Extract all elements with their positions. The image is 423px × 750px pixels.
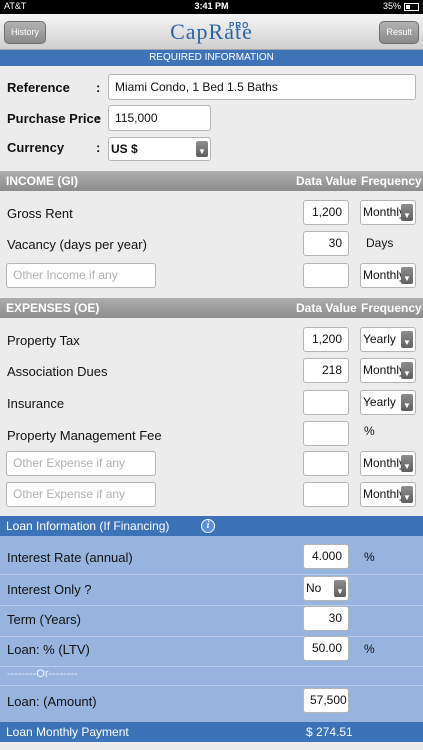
- loan-section: [0, 536, 423, 722]
- association-dues-frequency-value: Monthly: [363, 363, 406, 377]
- logo-text: CapRate: [170, 19, 253, 44]
- ltv-unit: %: [364, 642, 375, 656]
- app-logo: CapRate PRO: [0, 19, 423, 45]
- association-dues-frequency-select[interactable]: Monthly ▼: [360, 358, 416, 383]
- carrier-label: AT&T: [4, 1, 27, 11]
- gross-rent-frequency-select[interactable]: Monthly ▼: [360, 200, 416, 225]
- insurance-input[interactable]: [303, 390, 349, 415]
- association-dues-input[interactable]: 218: [303, 358, 349, 383]
- logo-pro-badge: PRO: [229, 21, 250, 30]
- expenses-section-header: EXPENSES (OE) Data Value Frequency: [0, 298, 423, 318]
- income-col-value: Data Value: [296, 174, 357, 188]
- vacancy-input[interactable]: 30: [303, 231, 349, 256]
- interest-rate-unit: %: [364, 550, 375, 564]
- vacancy-label: Vacancy (days per year): [7, 237, 147, 252]
- insurance-frequency-value: Yearly: [363, 395, 396, 409]
- chevron-down-icon: ▼: [334, 580, 346, 597]
- other-expense-value-input-1[interactable]: [303, 451, 349, 476]
- reference-colon: :: [96, 80, 101, 95]
- other-expense-frequency-value-2: Monthly: [363, 487, 406, 501]
- loan-section-header: Loan Information (If Financing) i: [0, 516, 423, 536]
- term-input[interactable]: 30: [303, 606, 349, 631]
- ltv-label: Loan: % (LTV): [7, 642, 90, 657]
- gross-rent-input[interactable]: 1,200: [303, 200, 349, 225]
- loan-title: Loan Information (If Financing): [6, 519, 170, 533]
- loan-amount-label: Loan: (Amount): [7, 694, 97, 709]
- term-label: Term (Years): [7, 612, 81, 627]
- chevron-down-icon: ▼: [401, 455, 413, 472]
- association-dues-label: Association Dues: [7, 364, 108, 379]
- property-tax-frequency-select[interactable]: Yearly ▼: [360, 327, 416, 352]
- chevron-down-icon: ▼: [401, 486, 413, 503]
- property-management-fee-input[interactable]: [303, 421, 349, 446]
- clock: 3:41 PM: [194, 1, 229, 11]
- currency-select[interactable]: US $ ▼: [108, 137, 211, 161]
- other-expense-value-input-2[interactable]: [303, 482, 349, 507]
- other-income-frequency-select[interactable]: Monthly ▼: [360, 263, 416, 288]
- other-expense-frequency-select-1[interactable]: Monthly ▼: [360, 451, 416, 476]
- currency-label: Currency: [7, 140, 65, 155]
- vacancy-unit: Days: [366, 236, 394, 250]
- income-col-frequency: Frequency: [361, 174, 422, 188]
- expenses-col-frequency: Frequency: [361, 301, 422, 315]
- loan-monthly-payment-label: Loan Monthly Payment: [6, 725, 129, 739]
- other-expense-frequency-value-1: Monthly: [363, 456, 406, 470]
- loan-monthly-payment-bar: Loan Monthly Payment $ 274.51: [0, 722, 423, 742]
- other-expense-frequency-select-2[interactable]: Monthly ▼: [360, 482, 416, 507]
- status-bar: AT&T 3:41 PM 35%: [0, 0, 423, 14]
- other-income-input[interactable]: Other Income if any: [6, 263, 156, 288]
- chevron-down-icon: ▼: [401, 204, 413, 221]
- income-section-header: INCOME (GI) Data Value Frequency: [0, 171, 423, 191]
- property-tax-input[interactable]: 1,200: [303, 327, 349, 352]
- history-button[interactable]: History: [4, 21, 47, 44]
- ltv-input[interactable]: 50.00: [303, 636, 349, 661]
- chevron-down-icon: ▼: [401, 267, 413, 284]
- other-expense-input-1[interactable]: Other Expense if any: [6, 451, 156, 476]
- purchase-price-colon: :: [96, 111, 101, 126]
- nav-bar: History CapRate PRO Result: [0, 14, 423, 50]
- interest-only-select[interactable]: No ▼: [303, 576, 349, 601]
- purchase-price-label: Purchase Price: [7, 111, 101, 126]
- loan-amount-input[interactable]: 57,500: [303, 688, 349, 713]
- gross-rent-frequency-value: Monthly: [363, 205, 406, 219]
- expenses-col-value: Data Value: [296, 301, 357, 315]
- other-expense-input-2[interactable]: Other Expense if any: [6, 482, 156, 507]
- property-tax-frequency-value: Yearly: [363, 332, 396, 346]
- interest-rate-label: Interest Rate (annual): [7, 550, 133, 565]
- currency-value: US $: [111, 142, 138, 156]
- required-info-header: REQUIRED INFORMATION: [0, 50, 423, 66]
- interest-only-value: No: [306, 581, 322, 595]
- gross-rent-label: Gross Rent: [7, 206, 73, 221]
- expenses-title: EXPENSES (OE): [6, 301, 100, 315]
- property-management-fee-label: Property Management Fee: [7, 428, 162, 443]
- purchase-price-input[interactable]: 115,000: [108, 105, 211, 131]
- insurance-label: Insurance: [7, 396, 65, 411]
- interest-rate-input[interactable]: 4.000: [303, 544, 349, 569]
- income-title: INCOME (GI): [6, 174, 78, 188]
- interest-only-label: Interest Only ?: [7, 582, 92, 597]
- battery-percent: 35%: [382, 1, 401, 11]
- other-income-frequency-value: Monthly: [363, 268, 406, 282]
- battery-icon: [404, 3, 419, 11]
- currency-colon: :: [96, 140, 101, 155]
- info-icon[interactable]: i: [201, 519, 215, 533]
- insurance-frequency-select[interactable]: Yearly ▼: [360, 390, 416, 415]
- result-button[interactable]: Result: [379, 21, 419, 44]
- chevron-down-icon: ▼: [196, 141, 208, 157]
- other-income-value-input[interactable]: [303, 263, 349, 288]
- chevron-down-icon: ▼: [401, 362, 413, 379]
- chevron-down-icon: ▼: [401, 331, 413, 348]
- reference-label: Reference: [7, 80, 70, 95]
- chevron-down-icon: ▼: [401, 394, 413, 411]
- property-tax-label: Property Tax: [7, 333, 80, 348]
- property-management-fee-unit: %: [364, 424, 375, 438]
- reference-input[interactable]: Miami Condo, 1 Bed 1.5 Baths: [108, 74, 416, 100]
- loan-monthly-payment-value: $ 274.51: [306, 725, 353, 739]
- or-separator: --------Or--------: [7, 668, 78, 680]
